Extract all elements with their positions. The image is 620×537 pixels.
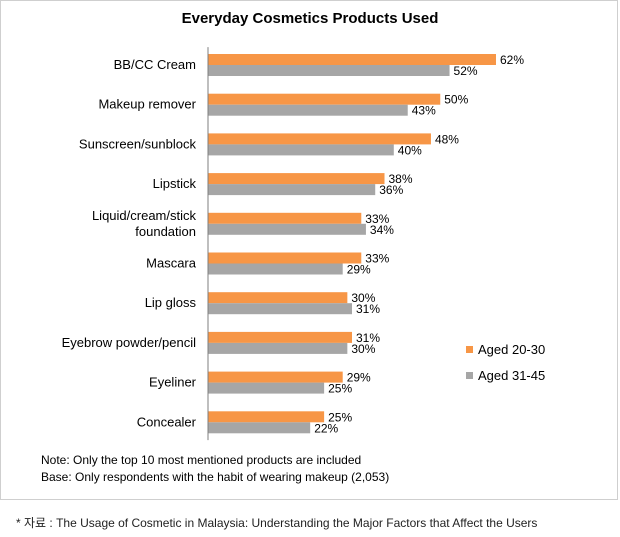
data-label: 25% — [328, 410, 352, 424]
bar-aged-31-45 — [208, 303, 352, 315]
bar-aged-31-45 — [208, 184, 376, 196]
bar-aged-20-30 — [208, 212, 362, 224]
bar-aged-20-30 — [208, 371, 343, 383]
data-label: 38% — [389, 172, 413, 186]
base-line: Base: Only respondents with the habit of… — [41, 470, 390, 484]
category-label: Eyeliner — [149, 375, 197, 390]
data-label: 43% — [412, 104, 436, 118]
bar-aged-20-30 — [208, 331, 352, 343]
bar-aged-31-45 — [208, 65, 450, 76]
bar-aged-20-30 — [208, 252, 362, 264]
category-label: Concealer — [137, 414, 197, 429]
bar-aged-31-45 — [208, 104, 408, 116]
bar-aged-31-45 — [208, 263, 343, 275]
data-label: 50% — [444, 93, 468, 107]
data-label: 62% — [500, 53, 524, 67]
data-label: 29% — [347, 263, 371, 277]
data-label: 40% — [398, 143, 422, 157]
data-label: 31% — [356, 331, 380, 345]
data-label: 34% — [370, 223, 394, 237]
data-label: 29% — [347, 371, 371, 385]
legend-swatch — [466, 346, 473, 353]
bar-aged-31-45 — [208, 223, 366, 235]
bar-aged-20-30 — [208, 292, 348, 304]
data-label: 36% — [379, 183, 403, 197]
category-label: Mascara — [146, 256, 197, 271]
data-label: 25% — [328, 382, 352, 396]
legend-label: Aged 20-30 — [478, 342, 545, 357]
bar-aged-20-30 — [208, 93, 441, 105]
bar-aged-20-30 — [208, 133, 431, 145]
data-label: 33% — [365, 252, 389, 266]
category-label: BB/CC Cream — [114, 57, 196, 72]
chart-frame — [0, 0, 618, 500]
bar-chart: BB/CC Cream 62% 52% Makeup remover 50% 43% Sun… — [62, 47, 545, 441]
bar-aged-31-45 — [208, 144, 394, 156]
category-label: Lip gloss — [145, 295, 197, 310]
bar-aged-31-45 — [208, 342, 348, 354]
bar-aged-20-30 — [208, 411, 325, 423]
category-label: Eyebrow powder/pencil — [62, 335, 197, 350]
chart-title: Everyday Cosmetics Products Used — [181, 10, 439, 27]
data-label: 33% — [365, 212, 389, 226]
bar-aged-20-30 — [208, 173, 385, 185]
bar-aged-31-45 — [208, 382, 325, 394]
bar-aged-31-45 — [208, 422, 311, 434]
data-label: 22% — [314, 421, 338, 435]
category-label: Makeup remover — [98, 97, 196, 112]
note-line: Note: Only the top 10 most mentioned pro… — [41, 453, 362, 467]
data-label: 48% — [435, 132, 459, 146]
data-label: 30% — [351, 342, 375, 356]
category-label: Liquid/cream/stick foundation — [92, 208, 197, 239]
legend-label: Aged 31-45 — [478, 368, 545, 383]
legend-swatch — [466, 372, 473, 379]
data-label: 30% — [351, 291, 375, 305]
data-label: 31% — [356, 302, 380, 316]
bar-aged-20-30 — [208, 54, 496, 65]
category-label: Sunscreen/sunblock — [79, 136, 197, 151]
source-caption: * 자료 : The Usage of Cosmetic in Malaysia… — [16, 516, 538, 530]
category-label: Lipstick — [153, 176, 197, 191]
data-label: 52% — [454, 64, 478, 78]
chart-notes: Note: Only the top 10 most mentioned pro… — [41, 452, 389, 486]
